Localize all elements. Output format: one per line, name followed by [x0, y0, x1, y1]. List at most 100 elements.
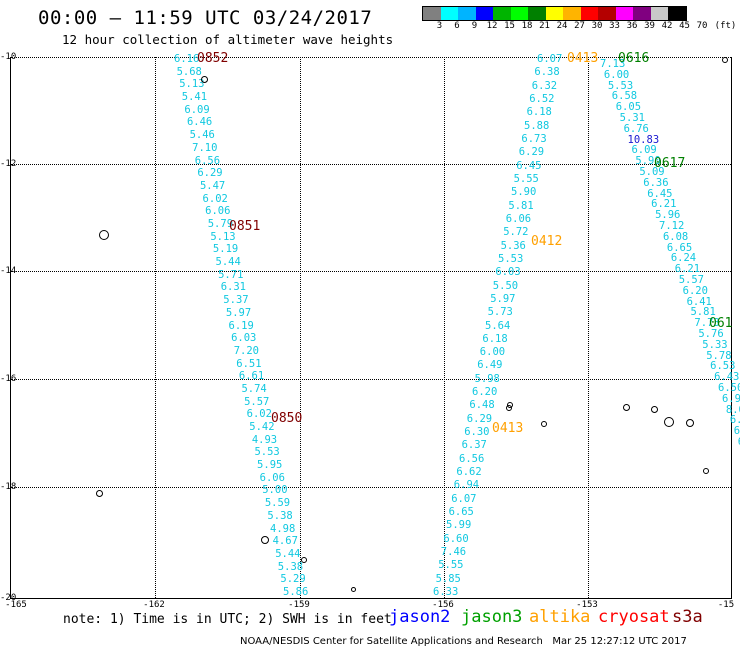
swh-value: 6.73 [521, 132, 547, 145]
swh-value: 6.51 [236, 357, 262, 370]
swh-value: 6.76 [623, 122, 649, 135]
color-tick-label: 33 [609, 21, 620, 31]
color-swatch [615, 7, 633, 20]
swh-value: 5.19 [212, 243, 239, 256]
island-outline [541, 421, 547, 427]
color-tick-label: 3 [436, 21, 443, 31]
swh-value: 6.49 [477, 359, 503, 372]
swh-value: 5.37 [223, 294, 249, 307]
color-swatch [633, 7, 651, 20]
color-swatch [580, 7, 598, 20]
lon-grid-line [444, 57, 445, 598]
legend-jason3: jason3 [461, 607, 523, 627]
pass-time-label: 0413 [492, 421, 524, 436]
pass-time-label: 061 [709, 316, 733, 331]
swh-value: 6.60 [443, 532, 469, 545]
swh-value: 6.29 [518, 146, 545, 159]
color-tick-label: 12 [486, 21, 498, 31]
color-tick-label: 6 [454, 21, 460, 31]
swh-value: 5.29 [280, 573, 306, 586]
swh-value: 6.50 [718, 382, 740, 394]
swh-value: 6.28 [733, 425, 740, 438]
note-text: note: 1) Time is in UTC; 2) SWH is in fe… [63, 612, 392, 627]
swh-value: 6.21 [651, 198, 677, 211]
swh-value: 7.46 [440, 546, 467, 559]
swh-value: 5.57 [244, 395, 270, 408]
swh-value: 7.20 [233, 344, 259, 357]
color-tick-label: 21 [539, 21, 550, 31]
swh-value: 5.55 [513, 172, 539, 185]
swh-value: 6.61 [238, 370, 265, 383]
swh-value: 6.06 [259, 471, 285, 484]
color-tick-label: 42 [661, 21, 673, 31]
lat-label: -12 [0, 159, 17, 169]
color-tick-label: 30 [591, 21, 603, 31]
swh-value: 6.43 [714, 371, 740, 384]
swh-value: 5.13 [179, 78, 205, 91]
island-outline [99, 230, 109, 240]
color-swatch [440, 7, 458, 20]
lat-grid-line [11, 487, 731, 488]
color-tick-label: 70 [696, 21, 708, 31]
color-swatch [668, 7, 686, 20]
color-tick-label: 27 [574, 21, 585, 31]
color-swatch [563, 7, 581, 20]
swh-value: 6.06 [205, 205, 231, 218]
lat-label: -14 [0, 266, 17, 276]
swh-value: 5.50 [492, 279, 519, 292]
swh-value: 6.24 [670, 252, 697, 265]
lon-label: -153 [576, 600, 598, 610]
lon-label: -15 [717, 600, 735, 610]
color-swatch [475, 7, 493, 20]
swh-value: 7.10 [192, 141, 218, 154]
color-swatch [423, 7, 441, 20]
swh-value: 6.08 [662, 230, 689, 243]
swh-value: 5.53 [254, 446, 280, 459]
island-outline [201, 76, 208, 83]
lat-grid-line [11, 379, 731, 380]
swh-value: 6.20 [682, 284, 708, 297]
swh-value: 6.56 [459, 452, 485, 465]
swh-value: 5.09 [639, 166, 665, 178]
swh-value: 6.00 [479, 346, 506, 359]
swh-value: 6.03 [231, 332, 257, 345]
swh-value: 4.67 [272, 535, 298, 548]
swh-value: 6.02 [246, 408, 272, 421]
swh-value: 8.07 [725, 403, 740, 416]
swh-value: 6.46 [186, 116, 213, 129]
map-area: 6.16 5.68 5.13 5.41 6.09 6.46 5.46 7.10 6.56 6.29… [10, 52, 740, 599]
lon-label: -156 [432, 600, 454, 610]
swh-value: 5.96 [655, 209, 681, 222]
pass-time-label: 0617 [654, 156, 686, 171]
swh-value: 6.30 [464, 426, 490, 439]
swh-value: 6.29 [466, 412, 493, 425]
swh-value: 7.73 [694, 317, 720, 330]
pass-time-label: 0413 [567, 51, 599, 66]
pass-time-label: 0851 [229, 219, 261, 234]
swh-value: 6.05 [615, 101, 642, 114]
lon-label: -162 [143, 600, 165, 610]
color-tick-label: 36 [626, 21, 638, 31]
color-swatch [545, 7, 563, 20]
color-swatch [510, 7, 528, 20]
pass-time-label: 0850 [271, 411, 303, 426]
swh-value: 6.16 [174, 53, 200, 65]
swh-value: 5.00 [262, 484, 288, 497]
lon-grid-line [155, 57, 156, 598]
color-swatch [598, 7, 616, 20]
island-outline [301, 557, 307, 563]
swh-value: 4.98 [270, 522, 296, 535]
swh-value: 6.33 [433, 586, 459, 598]
swh-value: 5.97 [490, 292, 516, 305]
legend-s3a: s3a [672, 607, 703, 627]
swh-value: 5.41 [181, 91, 208, 104]
swh-value: 5.99 [446, 519, 472, 532]
swh-value: 5.53 [498, 252, 524, 265]
lat-label: -16 [0, 374, 17, 384]
swh-value: 5.81 [690, 306, 716, 319]
island-outline [623, 404, 630, 411]
swh-value: 5.90 [511, 186, 537, 199]
swh-value: 5.74 [241, 382, 267, 395]
swh-value: 6.32 [531, 79, 558, 92]
swh-value: 6.06 [505, 212, 532, 225]
